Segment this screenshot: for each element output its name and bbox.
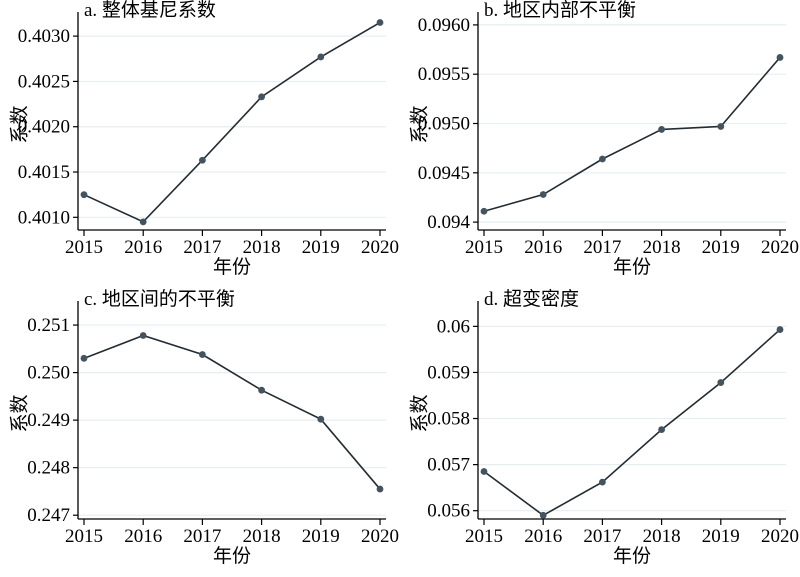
svg-text:0.250: 0.250 — [27, 363, 70, 384]
line-chart-within-region: 0.094 0.0945 0.0950 0.0955 0.0960 2015 2016 201… — [418, 12, 799, 258]
svg-text:0.247: 0.247 — [27, 505, 70, 526]
svg-text:2016: 2016 — [124, 237, 162, 258]
svg-text:0.0950: 0.0950 — [418, 114, 470, 135]
svg-text:0.0960: 0.0960 — [418, 15, 470, 36]
chart-title: a. 整体基尼系数 — [84, 0, 216, 21]
svg-text:2020: 2020 — [761, 526, 799, 547]
svg-text:2017: 2017 — [183, 237, 221, 258]
svg-text:2020: 2020 — [361, 526, 399, 547]
svg-text:2015: 2015 — [65, 237, 103, 258]
svg-text:0.059: 0.059 — [427, 362, 470, 383]
chart-title: c. 地区间的不平衡 — [84, 289, 235, 310]
svg-text:2017: 2017 — [183, 526, 221, 547]
svg-text:0.4015: 0.4015 — [18, 162, 70, 183]
svg-text:2019: 2019 — [302, 526, 340, 547]
chart-title: d. 超变密度 — [484, 289, 580, 310]
svg-text:2016: 2016 — [124, 526, 162, 547]
panel-between-region: 0.247 0.248 0.249 0.250 0.251 2015 2016 2017 201… — [0, 289, 400, 577]
svg-text:0.057: 0.057 — [427, 455, 470, 476]
line-chart-between-region: 0.247 0.248 0.249 0.250 0.251 2015 2016 2017 201… — [27, 301, 399, 547]
panel-hypervariable-density: 0.056 0.057 0.058 0.059 0.06 2015 2016 2017 2018… — [400, 289, 800, 577]
chart-title: b. 地区内部不平衡 — [484, 0, 637, 21]
svg-text:0.4010: 0.4010 — [18, 207, 70, 228]
svg-text:2018: 2018 — [643, 526, 681, 547]
y-axis-label: 系数 — [409, 105, 431, 144]
panel-within-region: 0.094 0.0945 0.0950 0.0955 0.0960 2015 2016 201… — [400, 0, 800, 288]
svg-text:2015: 2015 — [465, 526, 503, 547]
svg-text:0.056: 0.056 — [427, 501, 470, 522]
svg-text:2018: 2018 — [243, 526, 281, 547]
svg-text:0.4030: 0.4030 — [18, 26, 70, 47]
y-axis-label: 系数 — [409, 394, 431, 433]
svg-text:0.058: 0.058 — [427, 409, 470, 430]
line-chart-hypervariable-density: 0.056 0.057 0.058 0.059 0.06 2015 2016 2017 2018… — [427, 301, 799, 547]
svg-text:2017: 2017 — [583, 237, 621, 258]
x-axis-label: 年份 — [212, 257, 251, 278]
svg-text:2019: 2019 — [302, 237, 340, 258]
svg-text:2017: 2017 — [583, 526, 621, 547]
svg-text:2020: 2020 — [761, 237, 799, 258]
y-axis-label: 系数 — [9, 394, 31, 433]
svg-text:2015: 2015 — [465, 237, 503, 258]
y-axis-label: 系数 — [9, 105, 31, 144]
x-axis-label: 年份 — [212, 546, 251, 567]
svg-text:2020: 2020 — [361, 237, 399, 258]
svg-text:0.249: 0.249 — [27, 410, 70, 431]
svg-text:0.0955: 0.0955 — [418, 64, 470, 85]
svg-text:0.4025: 0.4025 — [18, 71, 70, 92]
svg-text:0.0945: 0.0945 — [418, 163, 470, 184]
svg-text:0.094: 0.094 — [427, 212, 470, 233]
svg-text:2019: 2019 — [702, 526, 740, 547]
panel-overall-gini: 0.4010 0.4015 0.4020 0.4025 0.4030 2015 2016 20… — [0, 0, 400, 288]
svg-text:2015: 2015 — [65, 526, 103, 547]
svg-text:2018: 2018 — [643, 237, 681, 258]
svg-text:2019: 2019 — [702, 237, 740, 258]
line-chart-overall-gini: 0.4010 0.4015 0.4020 0.4025 0.4030 2015 2016 20… — [18, 12, 399, 258]
x-axis-label: 年份 — [612, 257, 651, 278]
svg-text:2016: 2016 — [524, 237, 562, 258]
svg-text:2018: 2018 — [243, 237, 281, 258]
svg-text:2016: 2016 — [524, 526, 562, 547]
svg-text:0.248: 0.248 — [27, 458, 70, 479]
svg-text:0.06: 0.06 — [437, 316, 470, 337]
x-axis-label: 年份 — [612, 546, 651, 567]
svg-text:0.4020: 0.4020 — [18, 117, 70, 138]
svg-text:0.251: 0.251 — [27, 315, 70, 336]
